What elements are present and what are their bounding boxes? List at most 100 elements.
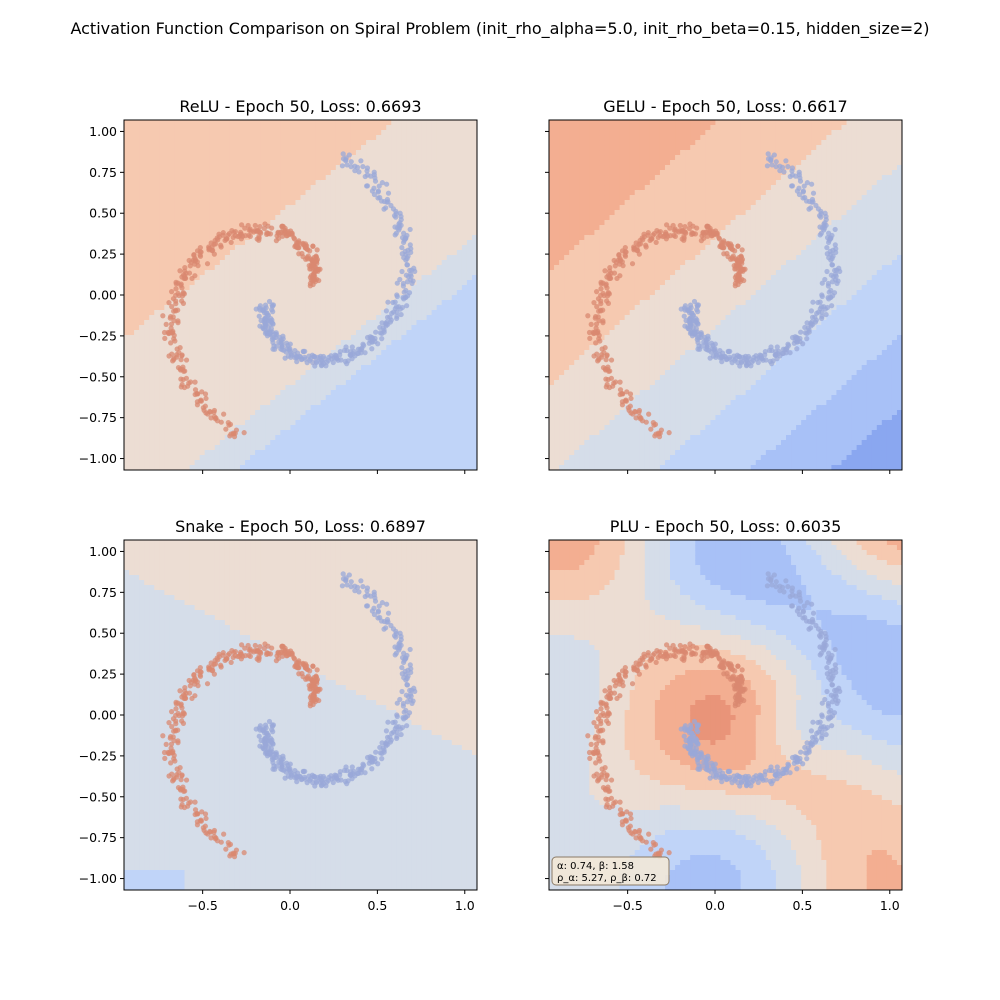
data-point xyxy=(330,359,336,366)
data-point xyxy=(227,421,234,428)
data-point xyxy=(622,252,628,258)
data-point xyxy=(637,661,644,667)
data-point xyxy=(829,652,835,659)
data-point xyxy=(670,222,676,229)
data-point xyxy=(638,415,644,421)
data-point xyxy=(800,609,806,615)
data-point xyxy=(825,280,832,287)
data-point xyxy=(612,683,618,689)
data-point xyxy=(312,774,318,780)
data-point xyxy=(735,243,741,249)
data-point xyxy=(182,684,188,691)
data-point xyxy=(628,395,634,402)
data-point xyxy=(381,206,387,212)
data-point xyxy=(203,815,209,822)
data-point xyxy=(399,655,406,661)
data-point xyxy=(407,242,413,248)
data-point xyxy=(695,759,701,766)
subplot-grid: ReLU - Epoch 50, Loss: 0.6693 1.00 0.75 0.5… xyxy=(79,97,903,913)
data-point xyxy=(166,300,172,306)
data-point xyxy=(764,163,771,169)
data-point xyxy=(200,825,206,831)
data-point xyxy=(230,234,236,241)
data-point xyxy=(592,315,598,321)
data-point xyxy=(177,268,183,274)
data-point xyxy=(694,307,700,313)
data-point xyxy=(404,232,410,239)
data-point xyxy=(364,592,371,598)
data-point xyxy=(393,208,399,214)
data-point xyxy=(218,664,224,670)
data-point xyxy=(175,307,181,313)
data-point xyxy=(394,313,400,319)
data-point xyxy=(376,603,382,609)
data-point xyxy=(288,774,294,780)
data-point xyxy=(256,305,263,311)
data-point xyxy=(282,355,288,361)
data-point xyxy=(596,738,602,744)
data-point xyxy=(258,317,264,324)
data-point xyxy=(739,667,745,673)
data-point xyxy=(735,663,741,669)
data-point xyxy=(828,677,834,683)
annotation-line: ρ_α: 5.27, ρ_β: 0.72 xyxy=(557,873,657,884)
data-point xyxy=(824,664,830,671)
data-point xyxy=(257,644,263,650)
data-point xyxy=(212,661,219,667)
y-tick-label: −0.50 xyxy=(79,789,117,804)
data-point xyxy=(831,290,838,296)
data-point xyxy=(269,302,275,308)
data-point xyxy=(307,703,313,709)
data-point xyxy=(666,430,672,436)
data-point xyxy=(785,163,791,170)
data-point xyxy=(256,733,262,739)
data-point xyxy=(774,344,780,350)
data-point xyxy=(725,254,731,260)
data-point xyxy=(619,391,625,397)
data-point xyxy=(167,735,173,741)
data-point xyxy=(682,224,688,230)
data-point xyxy=(703,346,709,352)
data-point xyxy=(342,358,348,365)
data-point xyxy=(404,723,410,729)
data-point xyxy=(360,163,366,170)
data-point xyxy=(300,240,306,246)
data-point xyxy=(594,724,600,730)
data-point xyxy=(591,353,597,359)
data-point xyxy=(705,336,711,342)
data-point xyxy=(829,279,836,285)
data-point xyxy=(256,653,262,660)
data-point xyxy=(276,655,282,661)
data-point xyxy=(824,235,831,241)
data-point xyxy=(732,356,739,362)
data-point xyxy=(238,231,245,237)
data-point xyxy=(349,764,355,770)
data-point xyxy=(208,835,214,841)
data-point xyxy=(767,778,773,785)
data-point xyxy=(677,642,683,649)
data-point xyxy=(681,305,688,311)
data-point xyxy=(725,674,731,680)
data-point xyxy=(307,283,313,289)
data-point xyxy=(611,270,618,276)
data-point xyxy=(403,692,409,698)
data-point xyxy=(725,660,731,666)
data-point xyxy=(646,411,652,417)
data-point xyxy=(314,667,320,673)
data-point xyxy=(385,719,391,725)
data-point xyxy=(593,709,600,715)
data-point xyxy=(198,398,205,404)
data-point xyxy=(371,589,377,595)
data-point xyxy=(267,331,273,337)
data-point xyxy=(264,310,270,316)
data-point xyxy=(364,172,371,178)
data-point xyxy=(686,645,692,652)
data-point xyxy=(200,405,206,411)
data-point xyxy=(402,668,408,674)
data-point xyxy=(633,660,639,666)
subplot-plu: PLU - Epoch 50, Loss: 0.6035 −0.5 0.0 0.5 1.… xyxy=(545,517,903,913)
data-point xyxy=(165,330,172,337)
subplot-title: Snake - Epoch 50, Loss: 0.6897 xyxy=(175,517,426,536)
x-tick-label: 0.5 xyxy=(792,898,812,913)
data-point xyxy=(787,350,793,356)
